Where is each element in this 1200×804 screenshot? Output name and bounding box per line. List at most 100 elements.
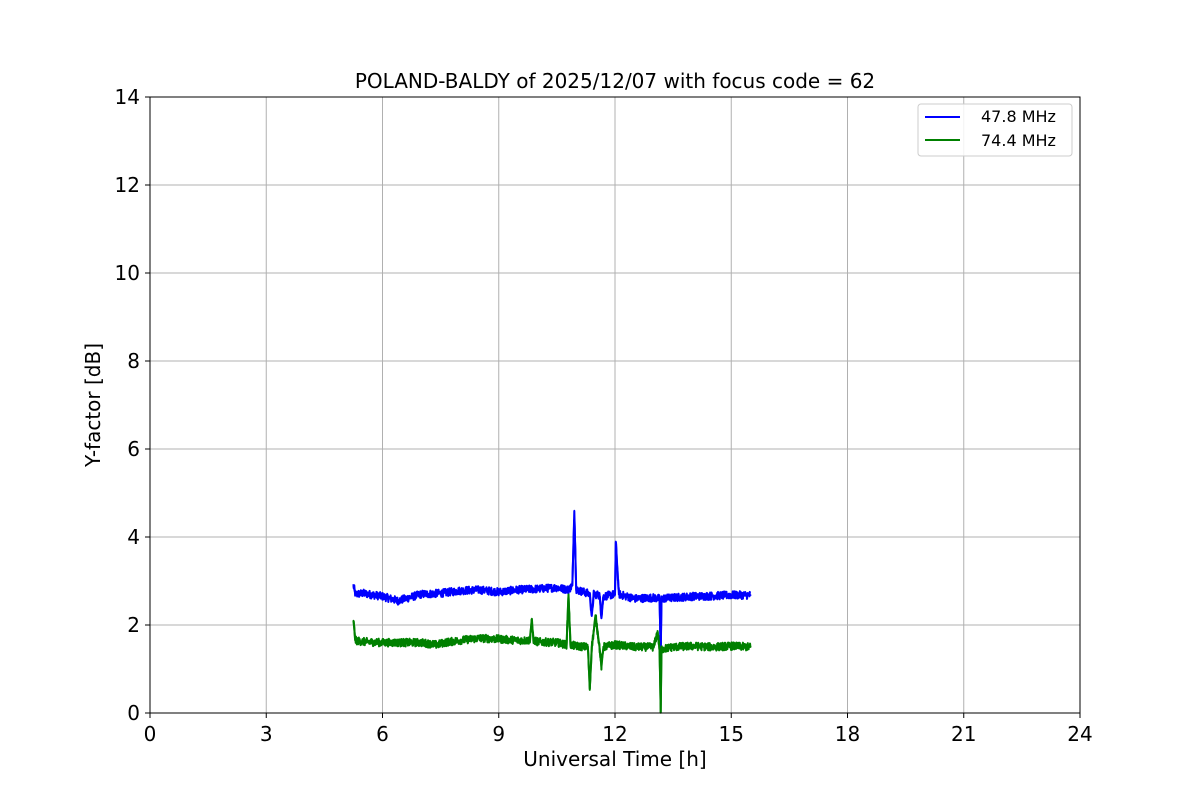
data-point [730, 594, 733, 596]
data-point [660, 648, 663, 650]
data-point [589, 688, 591, 690]
data-point [600, 666, 603, 668]
data-point [672, 646, 674, 648]
data-point [530, 619, 533, 622]
legend: 47.8 MHz 74.4 MHz [917, 103, 1073, 157]
data-point [569, 644, 572, 646]
data-point [575, 645, 578, 647]
data-point [598, 646, 601, 648]
data-point [478, 637, 481, 639]
y-tick-label: 6 [127, 437, 140, 461]
data-point [633, 646, 636, 648]
x-tick-label: 21 [951, 722, 976, 746]
data-point [556, 641, 558, 644]
x-tick-label: 12 [602, 722, 627, 746]
data-point [592, 593, 595, 595]
data-point [573, 509, 576, 512]
legend-label-47-8-mhz: 47.8 MHz [981, 107, 1056, 126]
data-point [381, 595, 384, 598]
data-point [401, 641, 403, 644]
data-point [614, 644, 616, 646]
data-point [443, 641, 446, 644]
data-point [362, 640, 364, 643]
data-point [532, 639, 535, 642]
data-point [652, 596, 655, 599]
data-point [381, 641, 384, 644]
data-point [420, 593, 423, 595]
data-point [633, 597, 636, 600]
data-point [567, 589, 570, 591]
data-point [352, 619, 355, 622]
y-ticks: 0 2 4 6 8 10 12 14 [115, 85, 150, 725]
legend-label-74-4-mhz: 74.4 MHz [981, 131, 1056, 150]
data-point [711, 595, 713, 597]
data-point [749, 646, 752, 648]
x-tick-label: 24 [1067, 722, 1092, 746]
y-tick-label: 2 [127, 613, 140, 637]
y-tick-label: 0 [127, 701, 140, 725]
data-point [497, 591, 500, 593]
data-point [362, 592, 364, 595]
data-point [658, 648, 661, 650]
data-point [587, 646, 589, 648]
data-point [602, 595, 605, 598]
data-point [602, 646, 605, 648]
data-point [589, 593, 591, 595]
data-point [517, 639, 519, 642]
data-point [354, 639, 357, 642]
x-tick-label: 18 [835, 722, 860, 746]
data-point [571, 584, 574, 587]
data-point [711, 646, 713, 648]
series-layer [352, 509, 752, 714]
y-tick-label: 12 [115, 173, 140, 197]
data-point [672, 596, 674, 599]
data-point [614, 593, 616, 595]
y-axis-label: Y-factor [dB] [81, 343, 105, 468]
x-tick-label: 3 [260, 722, 273, 746]
data-point [656, 630, 659, 633]
data-point [583, 591, 585, 593]
data-point [590, 646, 593, 648]
data-point [517, 589, 519, 591]
data-point [575, 589, 578, 591]
data-point [354, 593, 357, 595]
data-point [749, 594, 752, 596]
data-point [618, 593, 620, 595]
data-point [352, 584, 355, 587]
data-point [536, 588, 539, 590]
data-point [658, 597, 661, 600]
series-line [352, 594, 751, 714]
data-point [614, 540, 617, 543]
data-point [536, 640, 539, 643]
data-point [660, 597, 663, 600]
x-axis-label: Universal Time [h] [523, 747, 706, 771]
data-point [691, 595, 694, 598]
y-tick-label: 8 [127, 349, 140, 373]
x-tick-label: 9 [492, 722, 505, 746]
data-point [730, 645, 733, 647]
data-point [590, 615, 593, 617]
data-point [556, 586, 558, 589]
data-point [598, 594, 601, 596]
data-point [497, 638, 500, 640]
data-point [565, 644, 568, 646]
data-point [691, 645, 694, 647]
x-ticks: 0 3 6 9 12 15 18 21 24 [144, 713, 1093, 746]
data-point [439, 592, 442, 595]
data-point [397, 600, 399, 602]
data-point [652, 646, 655, 648]
series-74-4-mhz [352, 593, 752, 714]
data-point [594, 615, 597, 617]
data-point [459, 589, 461, 592]
data-point [420, 641, 423, 644]
data-point [528, 639, 531, 642]
x-tick-label: 15 [719, 722, 744, 746]
data-point [435, 644, 438, 646]
data-point [567, 593, 570, 595]
y-tick-label: 14 [115, 85, 140, 109]
data-point [600, 615, 603, 617]
y-tick-label: 4 [127, 525, 140, 549]
x-tick-label: 0 [144, 722, 157, 746]
